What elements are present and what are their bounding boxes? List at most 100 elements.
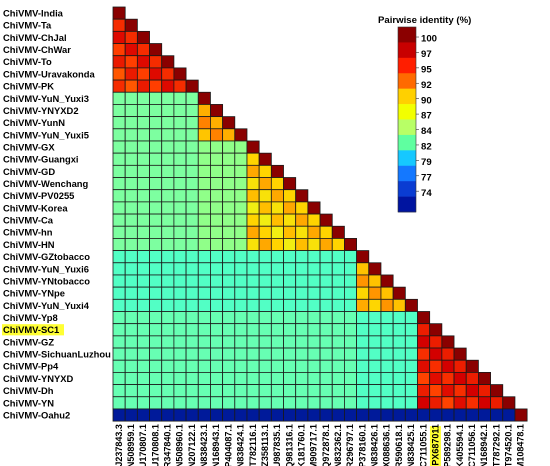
heatmap-cell bbox=[465, 396, 479, 410]
heatmap-cell bbox=[270, 408, 284, 422]
heatmap-cell bbox=[270, 298, 284, 312]
heatmap-cell bbox=[295, 335, 309, 349]
row-label: ChiVMV-YuN_Yuxi3 bbox=[3, 93, 89, 104]
heatmap-cell bbox=[185, 238, 199, 251]
heatmap-cell bbox=[283, 201, 297, 215]
heatmap-cell bbox=[112, 104, 126, 118]
heatmap-cell bbox=[197, 262, 211, 276]
heatmap-cell bbox=[319, 298, 333, 312]
column-label: AM909717.1 bbox=[309, 424, 319, 466]
column-label-group: GQ981316.1 bbox=[284, 424, 294, 466]
heatmap-cell bbox=[124, 67, 138, 81]
legend-swatch bbox=[398, 165, 416, 182]
heatmap-cell bbox=[197, 384, 211, 398]
heatmap-cell bbox=[368, 408, 382, 422]
heatmap-cell bbox=[112, 67, 126, 81]
heatmap-cell bbox=[124, 311, 138, 325]
heatmap-cell bbox=[234, 371, 248, 385]
heatmap-cell bbox=[380, 274, 394, 288]
column-label: ON838425.1 bbox=[406, 424, 416, 466]
heatmap-cell bbox=[112, 298, 126, 312]
heatmap-cell bbox=[356, 347, 370, 361]
heatmap-cell bbox=[295, 396, 309, 410]
column-label-group: OR590618.1 bbox=[394, 424, 404, 466]
heatmap-cell bbox=[283, 286, 297, 300]
heatmap-cell bbox=[380, 323, 394, 337]
heatmap-cell bbox=[197, 152, 211, 166]
legend-swatch bbox=[398, 104, 416, 120]
heatmap-cell bbox=[149, 201, 163, 215]
heatmap-cell bbox=[246, 201, 260, 215]
column-label: ON838426.1 bbox=[370, 424, 380, 466]
heatmap-cell bbox=[429, 396, 443, 410]
heatmap-cell bbox=[197, 189, 211, 203]
row-label: ChiVMV-GX bbox=[3, 141, 55, 152]
heatmap-cell bbox=[307, 225, 321, 239]
heatmap-cell bbox=[210, 396, 224, 410]
heatmap-cell bbox=[197, 274, 211, 288]
heatmap-cell bbox=[173, 128, 187, 142]
heatmap-cell bbox=[344, 262, 358, 276]
heatmap-cell bbox=[222, 298, 236, 312]
heatmap-cell bbox=[234, 347, 248, 361]
column-label-group: GU170807.1 bbox=[138, 424, 148, 466]
row-label: ChiVMV-Guangxi bbox=[3, 154, 79, 165]
heatmap-cell bbox=[222, 116, 236, 130]
column-label-group: KR296797.1 bbox=[345, 424, 355, 466]
column-label-group: ON168942.1 bbox=[479, 424, 489, 466]
heatmap-cell bbox=[197, 335, 211, 349]
heatmap-cell bbox=[185, 189, 199, 203]
heatmap-cell bbox=[161, 286, 175, 300]
heatmap-cell bbox=[112, 201, 126, 215]
heatmap-cell bbox=[161, 311, 175, 325]
heatmap-cell bbox=[258, 201, 272, 215]
heatmap-cell bbox=[136, 335, 150, 349]
heatmap-cell bbox=[368, 359, 382, 373]
column-label: OR347840.1 bbox=[162, 424, 172, 466]
heatmap-cell bbox=[149, 213, 163, 227]
heatmap-cell bbox=[392, 335, 406, 349]
heatmap-cell bbox=[404, 359, 418, 373]
heatmap-cell bbox=[356, 250, 370, 264]
row-label: ChiVMV-Wenchang bbox=[3, 178, 89, 189]
heatmap-cell bbox=[173, 286, 187, 300]
heatmap-cell bbox=[124, 274, 138, 288]
column-label-group: LN832362.1 bbox=[333, 424, 343, 466]
column-label: MN508960.1 bbox=[175, 424, 185, 466]
heatmap-cell bbox=[441, 384, 455, 398]
heatmap-cell bbox=[502, 396, 516, 410]
column-label-group: GU170808.1 bbox=[150, 424, 160, 466]
heatmap-cell bbox=[210, 286, 224, 300]
row-label: ChiVMV-Yp8 bbox=[3, 312, 58, 323]
column-label-group: ON838423.1 bbox=[199, 424, 209, 466]
heatmap-cell bbox=[124, 164, 138, 178]
heatmap-cell bbox=[185, 335, 199, 349]
heatmap-cell bbox=[222, 213, 236, 227]
heatmap-cell bbox=[283, 311, 297, 325]
heatmap-cell bbox=[404, 335, 418, 349]
heatmap-cell bbox=[392, 371, 406, 385]
heatmap-cell bbox=[124, 213, 138, 227]
heatmap-cell bbox=[210, 408, 224, 422]
heatmap-cell bbox=[197, 396, 211, 410]
heatmap-cell bbox=[112, 140, 126, 154]
heatmap-cell bbox=[331, 384, 345, 398]
heatmap-cell bbox=[453, 396, 467, 410]
heatmap-cell bbox=[356, 311, 370, 325]
heatmap-cell bbox=[210, 140, 224, 154]
heatmap-cell bbox=[319, 286, 333, 300]
heatmap-cell bbox=[234, 128, 248, 142]
heatmap-cell bbox=[319, 213, 333, 227]
heatmap-cell bbox=[380, 371, 394, 385]
column-label: JQ972878.1 bbox=[321, 424, 331, 466]
heatmap-cell bbox=[197, 177, 211, 191]
legend-tick-label: 82 bbox=[421, 142, 432, 153]
heatmap-cell bbox=[136, 91, 150, 105]
heatmap-cell bbox=[149, 286, 163, 300]
heatmap-cell bbox=[185, 91, 199, 105]
heatmap-cell bbox=[234, 323, 248, 337]
column-label: ON168943.1 bbox=[211, 424, 221, 466]
heatmap-cell bbox=[258, 408, 272, 422]
heatmap-cell bbox=[234, 359, 248, 373]
heatmap-cell bbox=[270, 384, 284, 398]
